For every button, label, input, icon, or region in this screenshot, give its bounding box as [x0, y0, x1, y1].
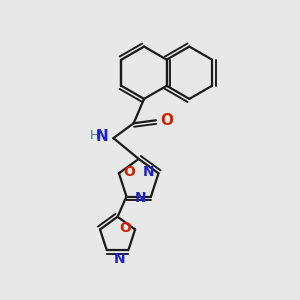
Text: N: N	[143, 165, 154, 179]
Text: O: O	[119, 221, 131, 235]
Text: N: N	[135, 191, 147, 205]
Text: O: O	[160, 113, 173, 128]
Text: N: N	[95, 129, 108, 144]
Text: H: H	[90, 129, 99, 142]
Text: N: N	[114, 253, 125, 266]
Text: O: O	[123, 165, 135, 179]
